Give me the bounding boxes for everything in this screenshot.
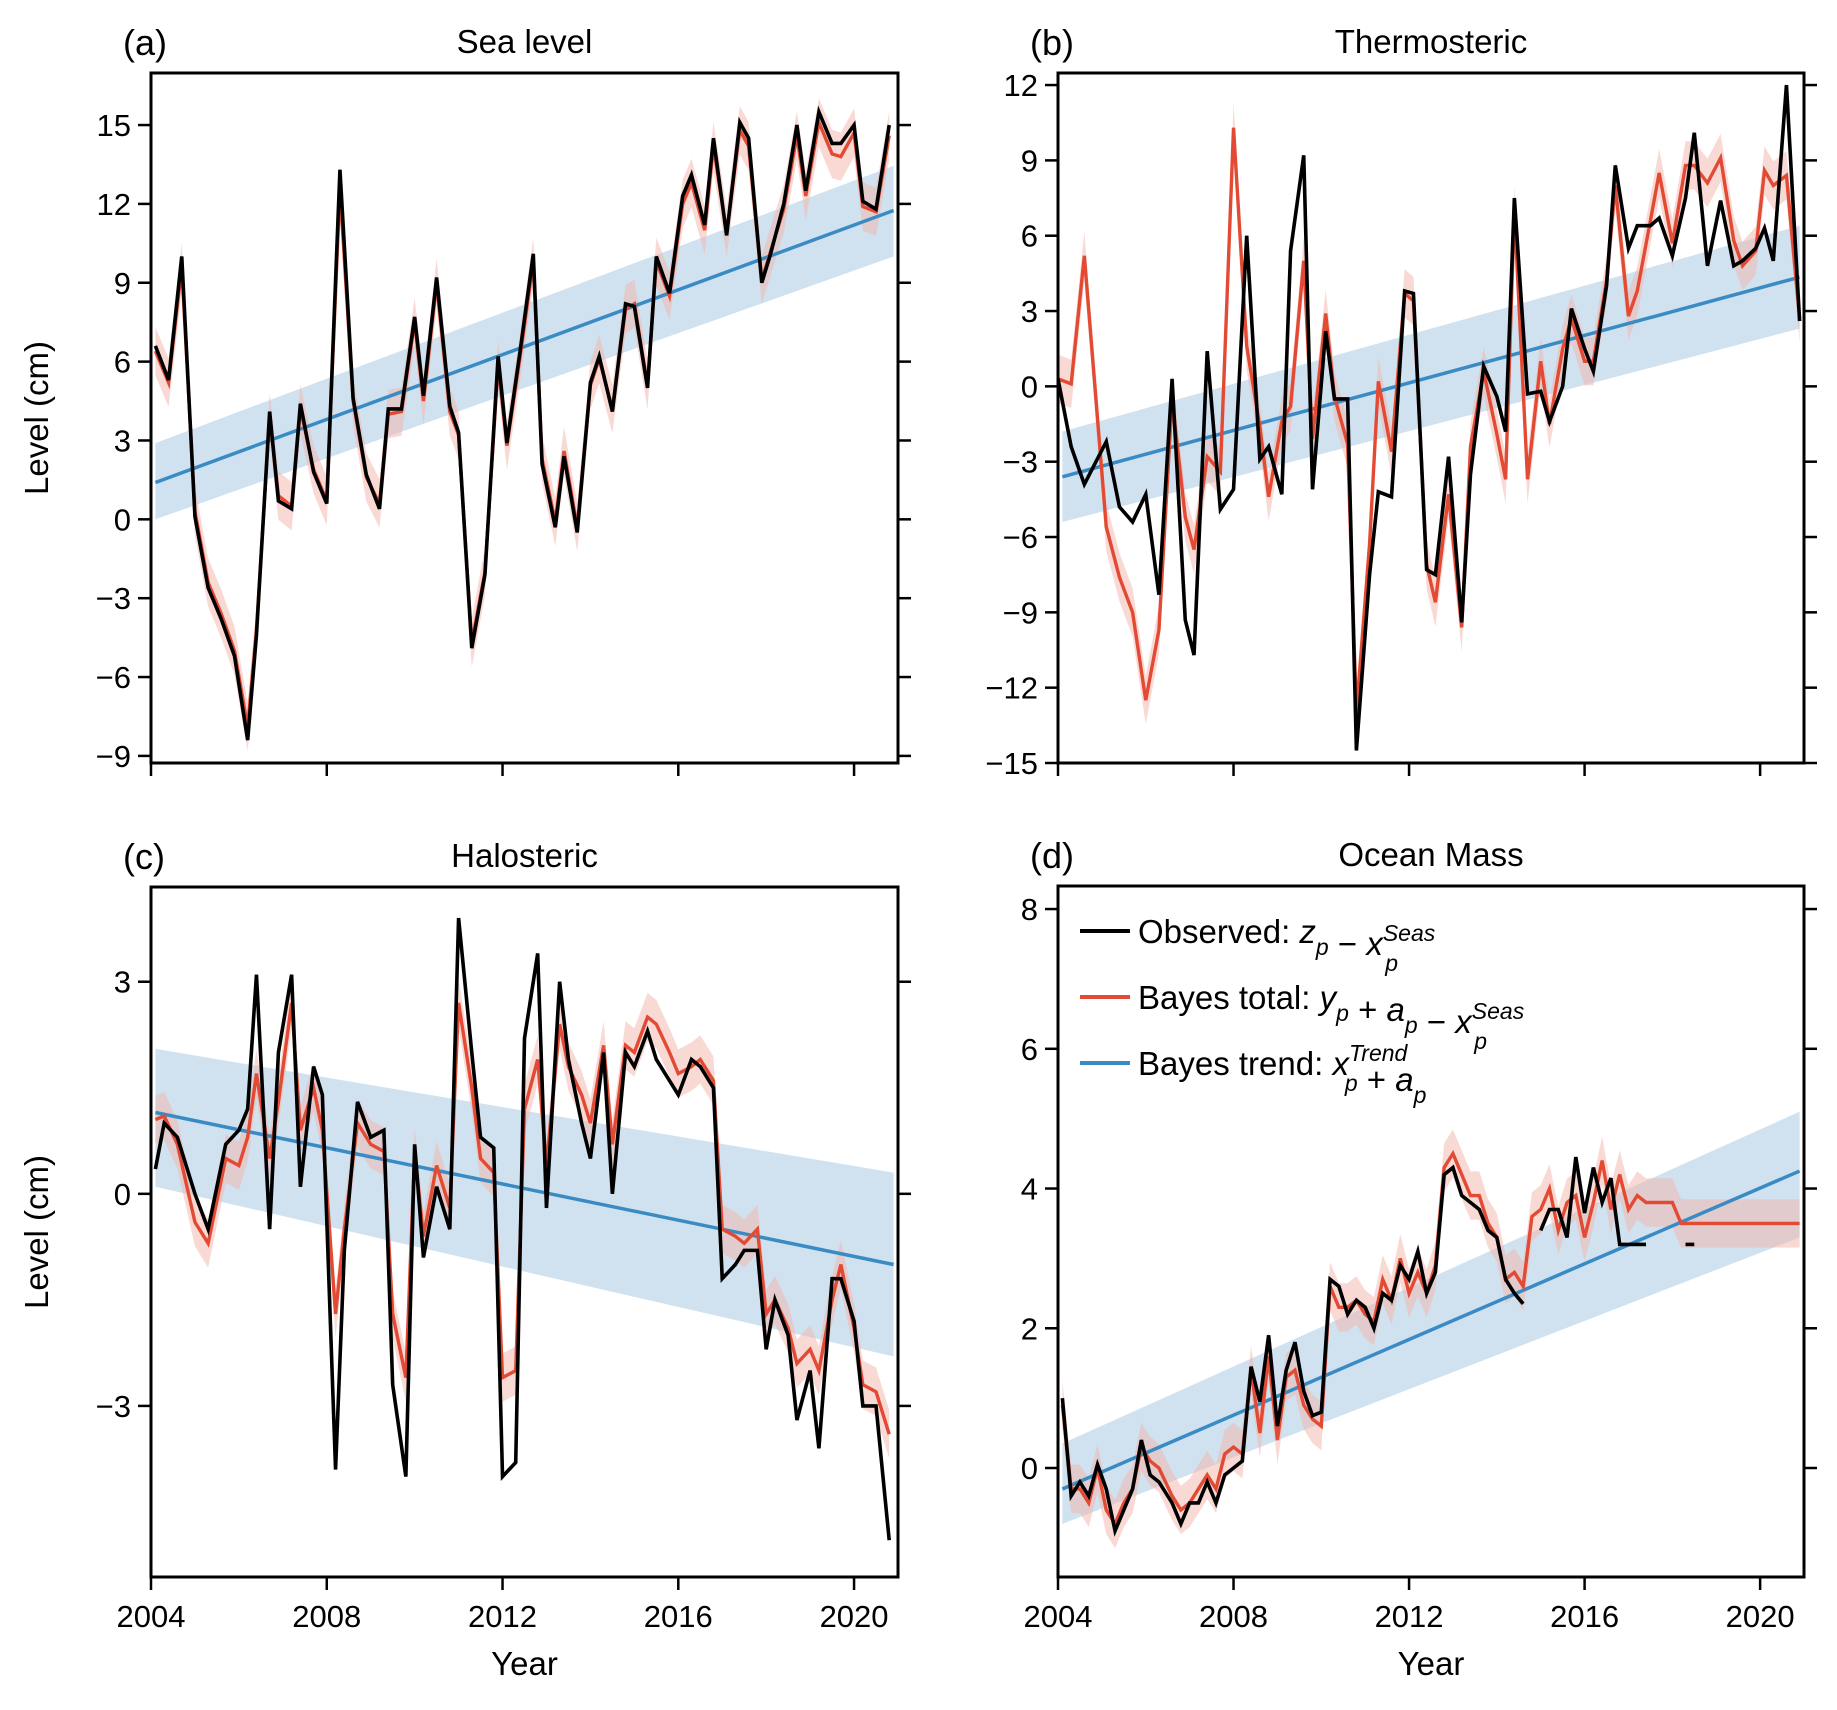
y-axis-label: Level (cm) bbox=[18, 341, 55, 495]
y-tick-label: 0 bbox=[1021, 369, 1038, 404]
y-tick-label: 2 bbox=[1021, 1311, 1038, 1346]
plot-area bbox=[1058, 84, 1802, 751]
panel-ocean-mass: 0 2 4 6 8 2004 2008 2012 2016 2020 Year Ocean Mass (… bbox=[1021, 835, 1817, 1682]
observed-line bbox=[1539, 1156, 1647, 1247]
panel-letter: (a) bbox=[123, 22, 167, 63]
legend-label: Observed: zp − xSeas p bbox=[1138, 913, 1436, 976]
y-tick-label: 0 bbox=[1021, 1451, 1038, 1486]
y-tick-label: −6 bbox=[1003, 520, 1038, 555]
y-tick-label: 8 bbox=[1021, 892, 1038, 927]
bayes-total-uncertainty-band bbox=[155, 978, 890, 1459]
legend-label: Bayes total: yp + ap − xSeas p bbox=[1138, 979, 1525, 1054]
trend-uncertainty-band bbox=[1062, 1111, 1800, 1524]
bayes-total-line bbox=[154, 1002, 891, 1435]
y-tick-label: −12 bbox=[985, 671, 1038, 706]
trend-uncertainty-band bbox=[1062, 225, 1800, 522]
x-tick-label: 2012 bbox=[1375, 1599, 1444, 1634]
x-tick-label: 2004 bbox=[1024, 1599, 1093, 1634]
axes-frame bbox=[1056, 71, 1806, 765]
y-tick-label: −6 bbox=[96, 660, 131, 695]
axes-frame bbox=[149, 885, 900, 1579]
panel-letter: (b) bbox=[1030, 22, 1074, 63]
y-tick-label: 4 bbox=[1021, 1172, 1038, 1207]
x-tick-label: 2008 bbox=[1199, 1599, 1268, 1634]
panel-title: Thermosteric bbox=[1335, 23, 1528, 60]
y-tick-label: 3 bbox=[1021, 294, 1038, 329]
trend-uncertainty-band bbox=[155, 1048, 894, 1357]
y-tick-label: −9 bbox=[1003, 595, 1038, 630]
x-tick-label: 2020 bbox=[1726, 1599, 1795, 1634]
panel-halosteric: −3 0 3 2004 2008 2012 2016 2020 Year Level (cm) Ha… bbox=[18, 836, 911, 1682]
panel-letter: (d) bbox=[1030, 835, 1074, 876]
y-tick-label: 6 bbox=[114, 345, 131, 380]
y-axis-label: Level (cm) bbox=[18, 1155, 55, 1309]
observed-line bbox=[1058, 84, 1802, 751]
plot-area bbox=[1060, 1111, 1801, 1549]
y-tick-label: −3 bbox=[1003, 445, 1038, 480]
plot-area bbox=[153, 98, 895, 752]
panel-thermosteric: −15 −12 −9 −6 −3 0 3 6 9 12 Thermosteric (b) bbox=[985, 22, 1817, 781]
y-tick-label: 0 bbox=[114, 502, 131, 537]
bayes-trend-line bbox=[1061, 275, 1801, 479]
y-tick-label: 9 bbox=[1021, 143, 1038, 178]
x-tick-label: 2008 bbox=[292, 1599, 361, 1634]
y-tick-label: 0 bbox=[114, 1177, 131, 1212]
x-tick-label: 2016 bbox=[644, 1599, 713, 1634]
x-axis-label: Year bbox=[1398, 1645, 1465, 1682]
observed-line bbox=[1060, 1164, 1525, 1537]
axes-frame bbox=[149, 71, 900, 765]
y-tick-label: 12 bbox=[97, 187, 131, 222]
observed-line bbox=[153, 917, 892, 1541]
y-tick-label: −3 bbox=[96, 1389, 131, 1424]
panel-title: Halosteric bbox=[451, 837, 598, 874]
panel-title: Sea level bbox=[457, 23, 593, 60]
x-tick-label: 2012 bbox=[468, 1599, 537, 1634]
y-tick-label: 12 bbox=[1004, 68, 1038, 103]
axes-frame bbox=[1056, 884, 1806, 1579]
x-tick-label: 2016 bbox=[1550, 1599, 1619, 1634]
panel-letter: (c) bbox=[123, 836, 165, 877]
bayes-trend-line bbox=[155, 1110, 894, 1267]
x-tick-label: 2020 bbox=[820, 1599, 889, 1634]
plot-area bbox=[153, 917, 894, 1541]
y-tick-label: 3 bbox=[114, 965, 131, 1000]
panel-sea-level: −9 −6 −3 0 3 6 9 12 15 Level (cm) Sea level (a) bbox=[18, 22, 911, 776]
observed-line bbox=[153, 105, 891, 741]
y-tick-label: 6 bbox=[1021, 1032, 1038, 1067]
panel-title: Ocean Mass bbox=[1338, 836, 1523, 873]
y-tick-label: −3 bbox=[96, 581, 131, 616]
legend-label: Bayes trend: xTrend p + ap bbox=[1138, 1040, 1427, 1108]
y-tick-label: −15 bbox=[985, 746, 1038, 781]
y-tick-label: 6 bbox=[1021, 219, 1038, 254]
x-axis-label: Year bbox=[491, 1645, 558, 1682]
y-tick-label: 9 bbox=[114, 266, 131, 301]
y-tick-label: 3 bbox=[114, 423, 131, 458]
bayes-total-uncertainty-band bbox=[1058, 103, 1800, 737]
y-tick-label: −9 bbox=[96, 739, 131, 774]
x-tick-label: 2004 bbox=[117, 1599, 186, 1634]
bayes-trend-line bbox=[1061, 1169, 1801, 1491]
y-tick-label: 15 bbox=[97, 108, 131, 143]
